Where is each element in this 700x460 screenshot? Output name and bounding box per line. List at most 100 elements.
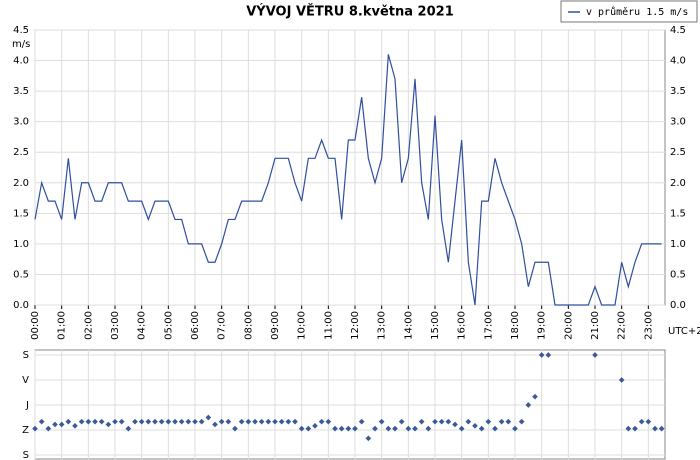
point [358, 418, 365, 425]
plot-area [34, 29, 666, 306]
point [272, 418, 278, 425]
point [372, 425, 378, 432]
y-tick-label-right: 2.5 [670, 147, 686, 158]
point [638, 418, 645, 425]
point [418, 418, 425, 425]
point [632, 425, 638, 432]
point [618, 377, 625, 383]
x-tick-label: 04:00 [137, 311, 148, 340]
point [238, 418, 245, 425]
y-tick-label: 4.0 [13, 56, 29, 67]
point [298, 425, 305, 432]
y-tick-label: S [23, 350, 29, 361]
point [512, 425, 518, 432]
y-tick-label: 0.5 [13, 269, 29, 280]
chart-title: VÝVOJ VĚTRU 8.května 2021 [246, 4, 454, 20]
point [378, 418, 385, 425]
point [592, 352, 598, 358]
point [325, 418, 332, 425]
point [145, 418, 152, 425]
point [498, 418, 505, 425]
point [458, 425, 465, 432]
point [92, 418, 98, 425]
point [538, 352, 545, 358]
point [205, 414, 212, 421]
point [265, 418, 272, 425]
x-tick-label: 23:00 [643, 311, 654, 340]
point [385, 425, 392, 432]
y-tick-label-right: 1.0 [670, 239, 686, 250]
point [412, 425, 418, 432]
y-tick-label: 1.5 [13, 208, 29, 219]
point [452, 421, 458, 428]
x-tick-label: 17:00 [483, 311, 494, 340]
point [432, 418, 438, 425]
x-tick-label: 05:00 [163, 311, 174, 340]
x-tick-label: 00:00 [30, 311, 41, 340]
point [232, 425, 238, 432]
point [485, 418, 492, 425]
x-tick-label: 02:00 [83, 311, 94, 340]
point [292, 418, 298, 425]
y-tick-label: 1.0 [13, 239, 29, 250]
point [72, 423, 78, 429]
point [158, 418, 165, 425]
point [492, 425, 498, 432]
y-tick-label: 3.5 [13, 86, 29, 97]
point [225, 418, 232, 425]
point [85, 418, 92, 425]
y-tick-label: S [23, 450, 29, 460]
point [478, 425, 485, 432]
point [398, 418, 405, 425]
point [465, 418, 472, 425]
point [338, 425, 345, 432]
y-tick-label-right: 3.0 [670, 117, 686, 128]
point [252, 418, 258, 425]
point [165, 418, 172, 425]
point [652, 425, 658, 432]
y-tick-label: 4.5 [13, 25, 29, 36]
x-tick-label: 19:00 [537, 311, 548, 340]
point [212, 421, 218, 428]
series-line [34, 54, 662, 306]
y-tick-label: Z [22, 425, 29, 436]
point [245, 418, 252, 425]
x-tick-label: 09:00 [270, 311, 281, 340]
y-tick-label: 0.0 [13, 300, 29, 311]
point [192, 418, 198, 425]
x-tick-label: 10:00 [297, 311, 308, 340]
point [352, 425, 358, 432]
y-unit: m/s [12, 39, 30, 50]
point [278, 418, 285, 425]
y-tick-label: J [25, 400, 29, 411]
point [365, 435, 372, 442]
point [445, 418, 452, 425]
y-tick-label-right: 2.0 [670, 178, 686, 189]
point [425, 425, 432, 432]
x-tick-label: 07:00 [217, 311, 228, 340]
point [405, 425, 412, 432]
y-tick-label: V [22, 375, 29, 386]
x-tick-label: 12:00 [350, 311, 361, 340]
legend-label: v průměru 1.5 m/s [586, 6, 688, 18]
point [505, 418, 512, 425]
point [172, 418, 178, 425]
x-tick-label: 21:00 [590, 311, 601, 340]
x-tick-label: 08:00 [243, 311, 254, 340]
y-tick-label-right: 0.5 [670, 269, 686, 280]
point [645, 418, 652, 425]
point [518, 418, 525, 425]
y-tick-label: 3.0 [13, 117, 29, 128]
point [525, 402, 532, 408]
point [625, 425, 632, 432]
point [658, 425, 665, 432]
point [285, 418, 292, 425]
point [78, 418, 85, 425]
x-tick-label: 18:00 [510, 311, 521, 340]
point [178, 418, 185, 425]
point [218, 418, 225, 425]
y-tick-label-right: 4.0 [670, 56, 686, 67]
point [185, 418, 192, 425]
x-tick-label: 15:00 [430, 311, 441, 340]
